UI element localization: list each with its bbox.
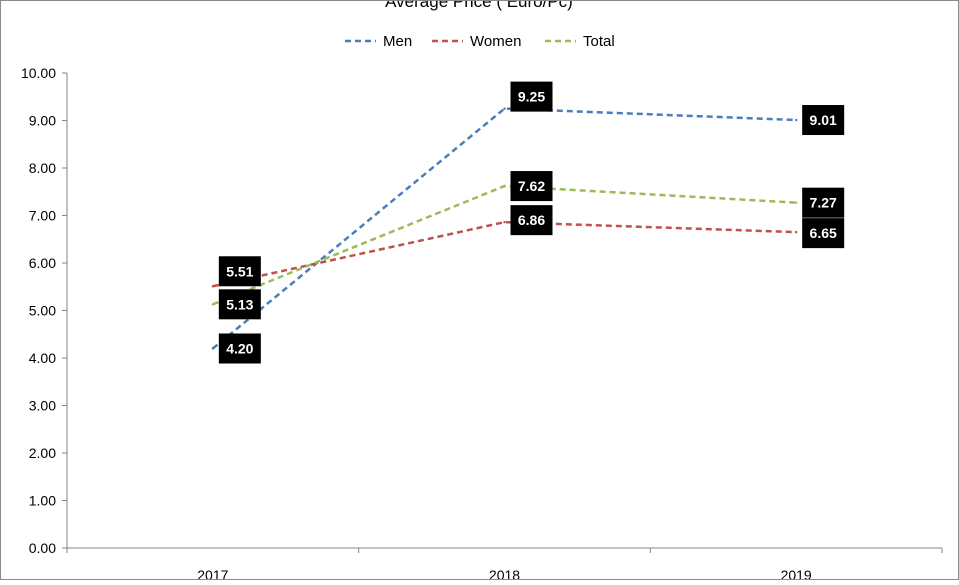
data-label: 5.13	[226, 296, 253, 312]
data-point-men	[211, 347, 215, 350]
legend: Men Women Total	[345, 33, 615, 50]
series-line-men	[212, 107, 797, 350]
data-label: 7.62	[518, 178, 545, 194]
y-tick-label: 7.00	[29, 208, 56, 224]
y-tick-label: 1.00	[29, 493, 56, 509]
data-point-men	[794, 118, 798, 122]
data-label: 6.86	[518, 212, 545, 228]
data-label-box	[802, 105, 845, 136]
data-label: 4.20	[226, 341, 253, 357]
data-label: 9.01	[810, 112, 837, 128]
y-tick-label: 10.00	[21, 65, 56, 81]
chart-title: Average Price ( Euro/Pc)	[385, 0, 573, 11]
data-point-women	[794, 230, 798, 234]
data-point-total	[211, 303, 215, 306]
axes: 0.00 1.00 2.00 3.00 4.00 5.00 6.00 7.00 8.00 9.00…	[21, 65, 943, 583]
data-point-women	[503, 220, 506, 224]
series-line-women	[212, 220, 797, 288]
y-tick-label: 2.00	[29, 445, 56, 461]
data-label-box	[510, 171, 553, 202]
data-label-box	[510, 205, 553, 236]
data-labels: 4.20 5.51 5.13 9.25 7.62 6.86 9.01 7.27 6.65	[218, 81, 845, 364]
data-label: 7.27	[810, 195, 837, 211]
data-label-box	[802, 218, 845, 249]
y-tick-label: 9.00	[29, 113, 56, 129]
data-label-box	[218, 333, 261, 364]
data-label-box	[802, 187, 845, 218]
x-tick-label: 2019	[781, 567, 812, 580]
y-tick-label: 8.00	[29, 160, 56, 176]
y-tick-label: 0.00	[29, 540, 56, 556]
y-tick-label: 3.00	[29, 398, 56, 414]
data-label: 5.51	[226, 263, 253, 279]
x-tick-label: 2018	[489, 567, 520, 580]
legend-label-men: Men	[383, 33, 412, 50]
data-point-total	[794, 201, 798, 204]
data-label: 6.65	[810, 225, 837, 241]
data-label: 9.25	[518, 89, 545, 105]
series-layer	[211, 107, 798, 350]
legend-label-women: Women	[470, 33, 521, 50]
y-tick-label: 5.00	[29, 303, 56, 319]
series-line-total	[212, 184, 797, 306]
legend-label-total: Total	[583, 33, 615, 50]
data-label-box	[218, 289, 261, 320]
data-point-women	[211, 285, 215, 288]
y-tick-label: 4.00	[29, 350, 56, 366]
data-point-total	[503, 184, 506, 188]
x-tick-label: 2017	[197, 567, 228, 580]
data-label-box	[218, 256, 261, 287]
data-label-box	[510, 81, 553, 112]
data-point-men	[503, 107, 506, 110]
y-tick-label: 6.00	[29, 255, 56, 271]
